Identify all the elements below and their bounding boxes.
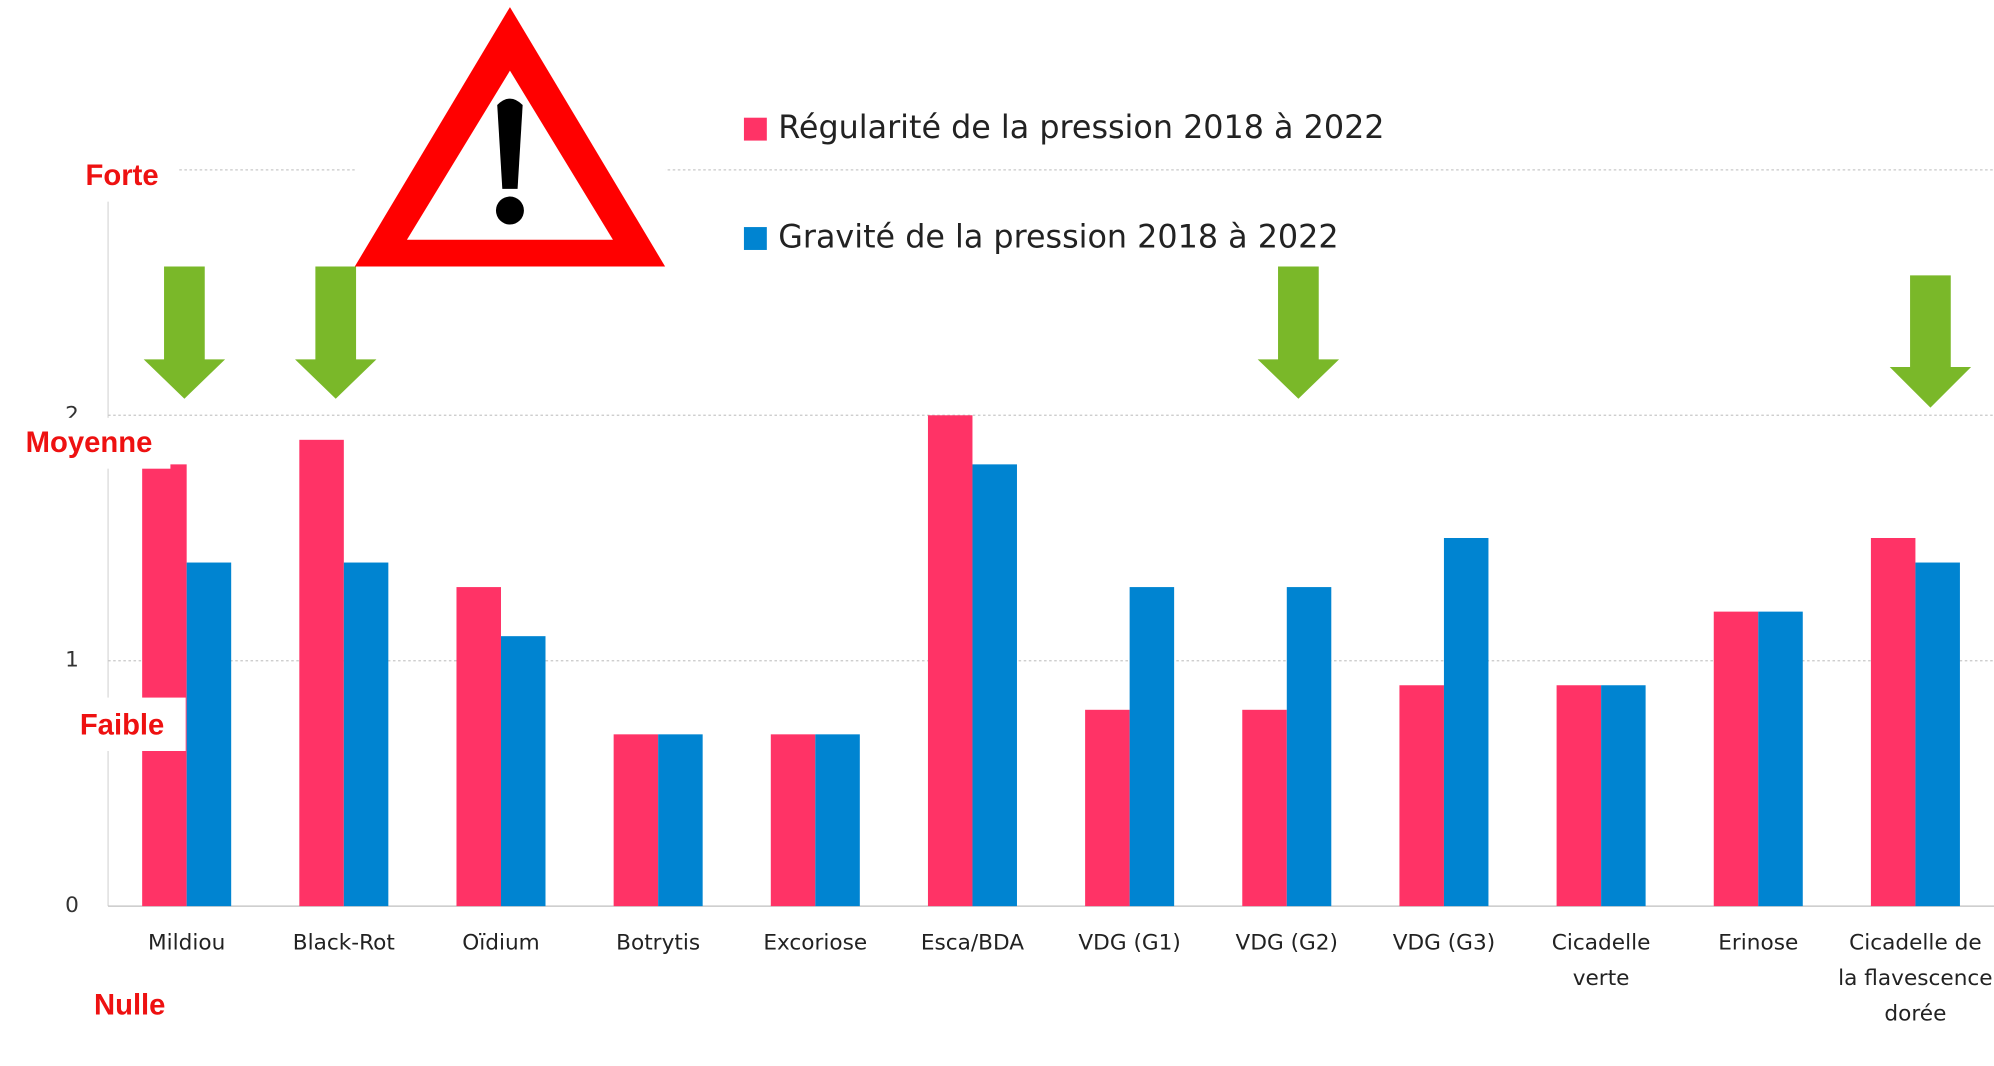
bar xyxy=(1870,537,1916,907)
x-tick-label: Oïdium xyxy=(462,930,540,956)
decorations xyxy=(143,4,1972,408)
bar xyxy=(1286,587,1332,907)
bar xyxy=(1129,587,1175,907)
plot: 0123MildiouBlack-RotOïdiumBotrytisExcori… xyxy=(65,109,1994,1027)
bar xyxy=(1556,685,1602,907)
bar xyxy=(299,439,344,907)
level-label: Moyenne xyxy=(26,427,153,459)
bar xyxy=(500,636,546,907)
legend-swatch xyxy=(743,117,767,141)
bar xyxy=(343,562,389,907)
level-label: Forte xyxy=(86,160,159,192)
level-label: Faible xyxy=(80,710,164,742)
exclamation xyxy=(497,98,523,189)
x-tick-label: Botrytis xyxy=(616,930,701,956)
legend-label: Gravité de la pression 2018 à 2022 xyxy=(778,219,1338,256)
arrow xyxy=(1257,266,1340,399)
x-tick-label: Cicadelle de la flavescence dorée xyxy=(1838,930,1993,1027)
arrows xyxy=(143,266,1972,408)
x-tick-label: Black-Rot xyxy=(292,930,395,956)
y-tick-label: 0 xyxy=(65,893,79,918)
bar xyxy=(186,562,232,907)
arrow xyxy=(1889,275,1972,408)
x-tick-box: Esca/BDA xyxy=(920,930,1025,956)
label-bg xyxy=(63,697,186,752)
bar xyxy=(658,734,703,907)
bar xyxy=(456,587,501,907)
bar xyxy=(972,464,1017,907)
x-tick-box: Cicadelle verte xyxy=(1551,930,1651,992)
x-tick-label: VDG (G3) xyxy=(1392,930,1496,956)
x-tick-label: Mildiou xyxy=(147,930,226,956)
x-tick-box: Mildiou xyxy=(147,930,226,956)
bar xyxy=(142,464,187,907)
level-label: Nulle xyxy=(94,989,165,1021)
label-bg xyxy=(66,150,179,202)
x-tick-label: Esca/BDA xyxy=(920,930,1025,956)
x-tick-box: Excoriose xyxy=(763,930,868,956)
arrow xyxy=(295,266,377,399)
bar xyxy=(1713,611,1759,907)
x-tick-label: Erinose xyxy=(1718,930,1799,956)
x-tick-box: VDG (G2) xyxy=(1235,930,1338,956)
bar xyxy=(613,734,659,907)
x-tick-box: Oïdium xyxy=(462,930,540,956)
bar xyxy=(1242,709,1287,907)
x-tick-box: VDG (G3) xyxy=(1392,930,1496,956)
bar xyxy=(1443,537,1489,907)
x-tick-box: Black-Rot xyxy=(292,930,395,956)
arrow xyxy=(143,266,226,399)
x-tick-label: Excoriose xyxy=(763,930,868,956)
bar xyxy=(815,734,860,907)
label-bg xyxy=(10,417,171,469)
y-tick-label: 1 xyxy=(65,648,79,673)
bar xyxy=(1758,611,1803,907)
x-tick-box: Erinose xyxy=(1718,930,1799,956)
annotations: Forte Moyenne Faible Nulle xyxy=(10,150,186,1021)
x-tick-box: Botrytis xyxy=(616,930,701,956)
bar xyxy=(1399,685,1444,907)
legend-label: Régularité de la pression 2018 à 2022 xyxy=(778,109,1384,146)
bar xyxy=(1601,685,1646,907)
x-tick-label: VDG (G2) xyxy=(1235,930,1338,956)
x-tick-label: VDG (G1) xyxy=(1078,930,1181,956)
exclamation-dot xyxy=(495,196,524,225)
bar xyxy=(1915,562,1960,907)
x-tick-label: Cicadelle verte xyxy=(1551,930,1651,992)
bar xyxy=(1085,709,1130,907)
bar xyxy=(927,415,973,907)
bar xyxy=(770,734,816,907)
x-tick-box: Cicadelle de la flavescence dorée xyxy=(1838,930,1993,1027)
legend-swatch xyxy=(743,227,767,250)
x-tick-box: VDG (G1) xyxy=(1078,930,1181,956)
